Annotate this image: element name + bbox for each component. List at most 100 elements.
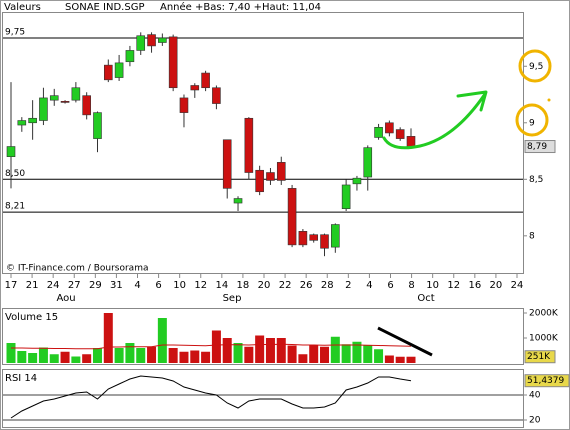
level-label: 8,21 — [5, 202, 25, 212]
candle-body — [201, 72, 210, 89]
volume-bar — [287, 345, 297, 363]
volume-bar — [60, 351, 70, 363]
volume-bar — [341, 344, 351, 363]
annotation-circle — [515, 103, 549, 137]
candle-body — [309, 234, 319, 241]
volume-bar — [6, 343, 16, 363]
volume-bar — [265, 338, 275, 363]
price-panel — [2, 12, 524, 274]
volume-bar — [330, 336, 340, 363]
x-tick-label: 2 — [345, 280, 351, 291]
x-tick-label: 12 — [194, 280, 207, 291]
volume-bar — [406, 356, 416, 363]
panel-title: RSI 14 — [5, 373, 37, 384]
volume-bar — [114, 348, 124, 363]
candle-body — [266, 172, 275, 181]
volume-bar — [157, 318, 167, 363]
volume-bar — [103, 313, 113, 363]
x-tick-label: 26 — [300, 280, 313, 291]
y-tick-label: 20 — [529, 416, 541, 426]
volume-bar — [395, 356, 405, 363]
volume-bar — [17, 351, 27, 363]
y-tick-label: 8,5 — [529, 175, 543, 185]
y-tick-label: 9,5 — [529, 62, 543, 72]
last-value-label: 51,4379 — [527, 376, 564, 386]
candle-body — [168, 36, 178, 89]
x-tick-label: 24 — [47, 280, 60, 291]
volume-bar — [147, 346, 157, 363]
annotation-line — [377, 326, 433, 357]
level-label: 8,50 — [5, 169, 25, 179]
candle-body — [255, 169, 264, 193]
candle-body — [103, 64, 113, 81]
month-label: Oct — [417, 293, 434, 304]
candle-body — [320, 234, 329, 249]
x-tick-label: 6 — [387, 280, 393, 291]
candle-body — [287, 188, 297, 246]
annotation-dot — [547, 98, 551, 102]
candle-body — [406, 136, 416, 147]
candle-body — [6, 146, 16, 157]
volume-bar — [320, 346, 330, 363]
x-tick-label: 29 — [89, 280, 102, 291]
y-tick-label: 2000K — [529, 309, 559, 319]
x-tick-label: 20 — [258, 280, 271, 291]
candle-body — [341, 184, 351, 209]
x-tick-label: 18 — [237, 280, 250, 291]
volume-bar — [211, 330, 221, 363]
candle-body — [147, 34, 156, 47]
x-tick-label: 24 — [511, 280, 524, 291]
x-tick-label: 6 — [155, 280, 161, 291]
header — [1, 1, 523, 11]
candle-body — [28, 117, 37, 124]
candle-body — [158, 37, 167, 43]
volume-bar — [309, 345, 319, 363]
x-tick-label: 28 — [321, 280, 334, 291]
candle-body — [179, 97, 189, 113]
volume-bar — [352, 341, 362, 363]
average-line — [11, 343, 412, 350]
y-tick-label: 8 — [529, 231, 535, 241]
volume-bar — [384, 355, 394, 363]
candle-body — [136, 35, 146, 51]
candle-body — [114, 62, 124, 78]
volume-bar — [233, 343, 243, 363]
x-tick-label: 22 — [279, 280, 292, 291]
candle-body — [233, 198, 243, 204]
candle-body — [352, 177, 362, 185]
candle-body — [39, 97, 48, 121]
volume-bar — [168, 348, 178, 363]
volume-bar — [190, 350, 200, 363]
x-tick-label: 4 — [366, 280, 372, 291]
candle-body — [49, 95, 59, 101]
candle-body — [190, 85, 200, 91]
candle-body — [82, 95, 91, 116]
candle-body — [212, 87, 221, 104]
x-tick-label: 27 — [68, 280, 81, 291]
rsi-panel — [2, 369, 524, 428]
candle-body — [125, 50, 135, 63]
last-value-label: 8,79 — [527, 142, 547, 152]
volume-bar — [363, 345, 373, 363]
volume-bar — [28, 353, 38, 363]
volume-bar — [125, 343, 135, 363]
y-tick-label: 9 — [529, 118, 535, 128]
candle-body — [222, 139, 232, 189]
volume-bar — [179, 351, 189, 363]
chart-subtitle: Année +Bas: 7,40 +Haut: 11,04 — [160, 1, 321, 13]
source: © IT-Finance.com / Boursorama — [6, 264, 148, 274]
last-value-badge — [524, 374, 570, 388]
candle-body — [374, 127, 383, 138]
x-tick-label: 8 — [408, 280, 414, 291]
chart-title: SONAE IND.SGP — [65, 2, 144, 13]
candle-body — [17, 120, 27, 126]
x-tick-label: 10 — [173, 280, 186, 291]
x-tick-label: 12 — [447, 280, 460, 291]
rsi-line — [10, 375, 412, 419]
panel-title: Volume 15 — [5, 312, 58, 323]
candle-body — [71, 87, 81, 101]
